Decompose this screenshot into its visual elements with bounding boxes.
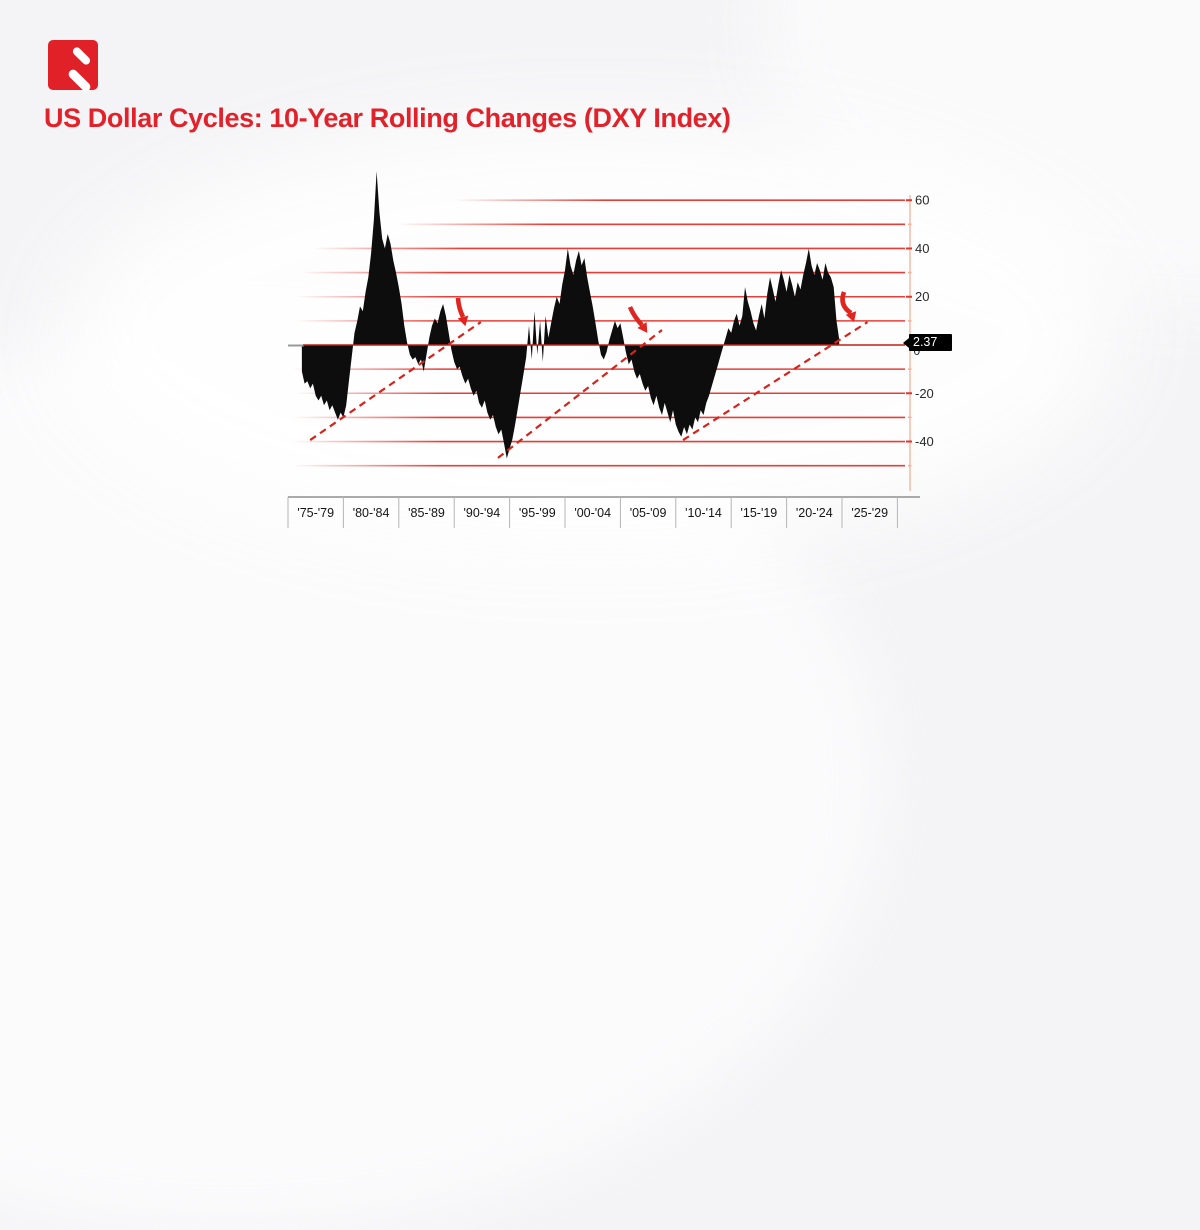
x-tick-label: '90-'94 — [464, 506, 501, 520]
y-tick-label-40: 40 — [915, 241, 929, 256]
y-axis: 60 40 20 -20 -40 0 — [906, 193, 934, 491]
arrow-annotation-1 — [455, 297, 466, 319]
y-tick-label-60: 60 — [915, 193, 929, 208]
current-value-text: 2.37 — [913, 335, 938, 349]
x-tick-label: '15-'19 — [741, 506, 778, 520]
brand-logo — [48, 40, 98, 94]
y-tick-label-zero: 0 — [914, 344, 921, 358]
y-tick-label--40: -40 — [915, 434, 934, 449]
x-tick-label: '00-'04 — [574, 506, 611, 520]
current-value-badge: 2.37 — [903, 334, 952, 351]
arrow-head-icon — [457, 315, 469, 327]
rolling-change-area — [301, 171, 840, 459]
arrow-head-icon — [845, 311, 857, 323]
trendlines-group — [309, 321, 869, 459]
arrow-head-icon — [637, 321, 648, 333]
x-tick-label: '85-'89 — [408, 506, 445, 520]
page-title: US Dollar Cycles: 10-Year Rolling Change… — [44, 103, 731, 133]
x-axis: '75-'79 '80-'84 '85-'89 '90-'94 '95-'99 '00-'… — [287, 496, 920, 528]
arrows-group — [455, 291, 857, 333]
arrow-annotation-3 — [840, 291, 853, 315]
dxy-rolling-change-chart: 60 40 20 -20 -40 0 '75-'79 '80-'84 '85-'89 '90-'9… — [287, 171, 952, 528]
x-tick-label: '20-'24 — [796, 506, 833, 520]
arrow-annotation-2 — [627, 306, 644, 327]
x-tick-label: '75-'79 — [297, 506, 334, 520]
x-tick-label: '10-'14 — [685, 506, 722, 520]
x-tick-label: '80-'84 — [353, 506, 390, 520]
x-tick-label: '25-'29 — [851, 506, 888, 520]
chart-canvas: 60 40 20 -20 -40 0 '75-'79 '80-'84 '85-'89 '90-'9… — [287, 171, 934, 528]
x-tick-label: '05-'09 — [630, 506, 667, 520]
y-tick-label-20: 20 — [915, 289, 929, 304]
trendline-2 — [497, 329, 663, 459]
x-tick-label: '95-'99 — [519, 506, 556, 520]
y-tick-label--20: -20 — [915, 386, 934, 401]
badge-pointer-icon — [903, 337, 909, 348]
trendline-3 — [682, 321, 869, 441]
trendline-1 — [309, 321, 482, 441]
